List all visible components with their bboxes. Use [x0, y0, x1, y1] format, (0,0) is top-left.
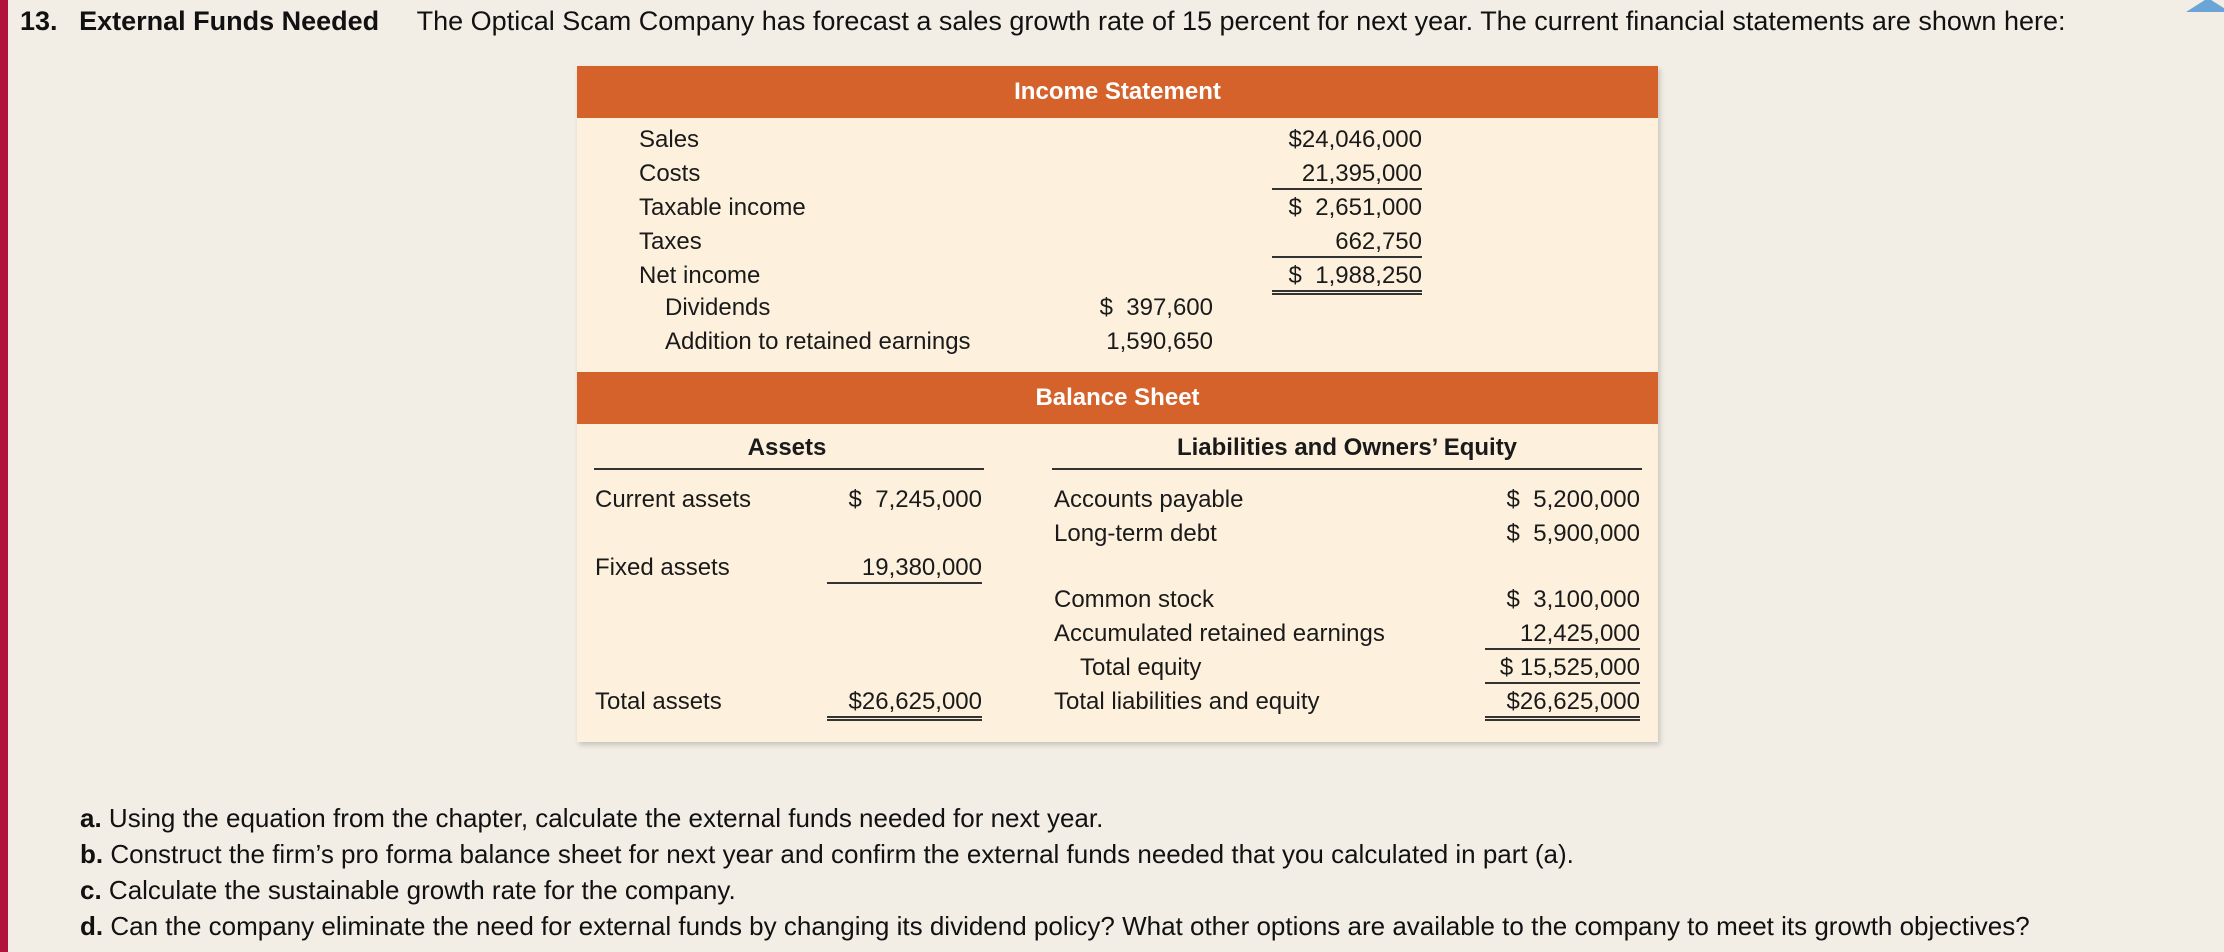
problem-intro: The Optical Scam Company has forecast a …	[416, 6, 2066, 36]
accounts-payable-value: $ 5,200,000	[1506, 486, 1640, 513]
question-c: c. Calculate the sustainable growth rate…	[80, 872, 2030, 908]
financial-statements-panel: Income Statement Sales $24,046,000 Costs…	[577, 66, 1658, 742]
current-assets-label: Current assets	[595, 486, 752, 513]
sales-label: Sales	[639, 126, 700, 153]
costs-value: 21,395,000	[1272, 160, 1422, 190]
accounts-payable-label: Accounts payable	[1054, 486, 1244, 513]
total-equity-value: $ 15,525,000	[1485, 654, 1640, 684]
taxable-income-value: $ 2,651,000	[1288, 194, 1422, 221]
assets-header-rule	[594, 468, 984, 470]
question-text: Calculate the sustainable growth rate fo…	[108, 875, 736, 905]
accumulated-retained-earnings-label: Accumulated retained earnings	[1054, 620, 1385, 647]
long-term-debt-value: $ 5,900,000	[1506, 520, 1640, 547]
fixed-assets-value: 19,380,000	[827, 554, 982, 584]
question-b: b. Construct the firm’s pro forma balanc…	[80, 836, 2030, 872]
accumulated-retained-earnings-value: 12,425,000	[1485, 620, 1640, 650]
left-accent-bar	[0, 0, 8, 952]
taxable-income-label: Taxable income	[639, 194, 806, 221]
question-letter: d.	[80, 911, 104, 941]
income-statement-title: Income Statement	[577, 66, 1658, 118]
total-liabilities-equity-label: Total liabilities and equity	[1054, 688, 1320, 715]
assets-header: Assets	[747, 434, 827, 461]
scroll-up-icon[interactable]	[2186, 0, 2224, 12]
question-a: a. Using the equation from the chapter, …	[80, 800, 2030, 836]
liabilities-header: Liabilities and Owners’ Equity	[1176, 434, 1518, 461]
common-stock-label: Common stock	[1054, 586, 1215, 613]
total-equity-label: Total equity	[1080, 654, 1202, 681]
net-income-value: $ 1,988,250	[1272, 262, 1422, 295]
question-text: Using the equation from the chapter, cal…	[108, 803, 1104, 833]
problem-header: 13. External Funds Needed The Optical Sc…	[20, 6, 2066, 37]
dividends-label: Dividends	[665, 294, 771, 321]
sales-value: $24,046,000	[1288, 126, 1422, 153]
question-letter: c.	[80, 875, 102, 905]
question-letter: a.	[80, 803, 102, 833]
question-letter: b.	[80, 839, 104, 869]
net-income-label: Net income	[639, 262, 761, 289]
problem-title: External Funds Needed	[79, 6, 380, 36]
dividends-value: $ 397,600	[1099, 294, 1213, 321]
taxes-label: Taxes	[639, 228, 702, 255]
total-liabilities-equity-value: $26,625,000	[1485, 688, 1640, 721]
problem-number: 13.	[20, 6, 58, 36]
taxes-value: 662,750	[1272, 228, 1422, 258]
long-term-debt-label: Long-term debt	[1054, 520, 1217, 547]
question-text: Can the company eliminate the need for e…	[110, 911, 2030, 941]
total-assets-value: $26,625,000	[827, 688, 982, 721]
addition-retained-label: Addition to retained earnings	[665, 328, 971, 355]
common-stock-value: $ 3,100,000	[1506, 586, 1640, 613]
question-text: Construct the firm’s pro forma balance s…	[110, 839, 1574, 869]
addition-retained-value: 1,590,650	[1106, 328, 1213, 355]
question-list: a. Using the equation from the chapter, …	[80, 800, 2030, 944]
total-assets-label: Total assets	[595, 688, 722, 715]
costs-label: Costs	[639, 160, 701, 187]
question-d: d. Can the company eliminate the need fo…	[80, 908, 2030, 944]
current-assets-value: $ 7,245,000	[848, 486, 982, 513]
liabilities-header-rule	[1052, 468, 1642, 470]
fixed-assets-label: Fixed assets	[595, 554, 730, 581]
balance-sheet-title: Balance Sheet	[577, 372, 1658, 424]
